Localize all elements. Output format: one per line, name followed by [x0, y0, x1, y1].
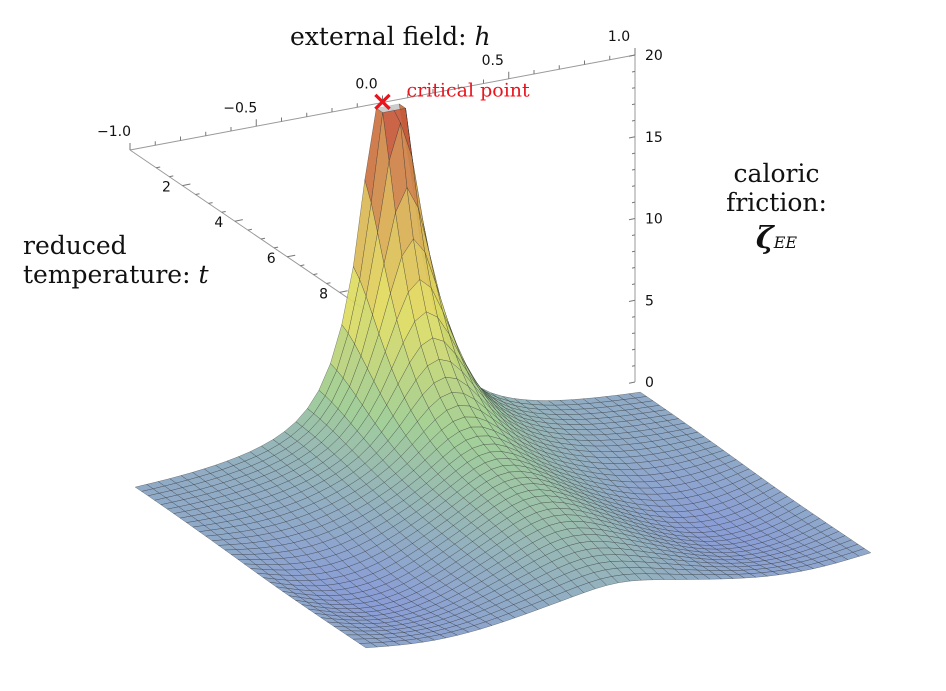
h-axis-label-text: external field: — [290, 22, 467, 51]
h-tick-label: 1.0 — [608, 29, 630, 45]
t-tick-minor — [326, 282, 331, 284]
z-tick-minor — [631, 152, 636, 155]
z-tick-minor — [631, 250, 636, 253]
z-tick-minor — [631, 70, 636, 73]
t-tick-label: 6 — [267, 251, 276, 267]
h-tick-label: −1.0 — [97, 124, 131, 140]
h-tick-label: 0.0 — [355, 77, 377, 93]
z-axis-label: caloric friction: ζEE — [684, 159, 869, 256]
t-tick-minor — [247, 228, 252, 231]
t-axis-label: reduced temperature: t — [23, 231, 209, 290]
t-tick-label: 2 — [162, 180, 171, 196]
z-axis-label-line1: caloric friction: — [726, 159, 827, 217]
h-axis-label: external field: h — [290, 22, 491, 52]
z-tick-major — [628, 54, 636, 57]
h-tick-label: −0.5 — [223, 100, 257, 116]
t-tick-minor — [208, 202, 213, 204]
t-axis-symbol: t — [198, 259, 209, 289]
t-tick-major — [339, 290, 348, 293]
z-tick-minor — [631, 119, 636, 122]
z-tick-minor — [631, 185, 636, 187]
z-tick-major — [628, 381, 636, 384]
t-tick-label: 8 — [319, 286, 328, 302]
z-tick-minor — [631, 365, 636, 367]
z-tick-minor — [631, 168, 636, 171]
z-tick-major — [628, 218, 636, 221]
h-tick-label: 0.5 — [482, 53, 504, 69]
z-tick-label: 0 — [645, 375, 654, 391]
z-tick-label: 5 — [645, 293, 654, 309]
z-tick-minor — [631, 267, 636, 269]
axes-box: −1.0 −0.5 0.0 0.5 1.0 2 4 6 8 0 5 10 15 20 — [97, 29, 663, 391]
t-axis-label-line1: reduced — [23, 231, 127, 260]
z-tick-minor — [631, 332, 636, 335]
t-axis-label-line2: temperature: — [23, 259, 191, 289]
t-tick-minor — [156, 166, 161, 169]
z-tick-minor — [631, 234, 636, 236]
z-tick-label: 20 — [645, 48, 663, 64]
t-tick-minor — [260, 237, 266, 240]
z-tick-label: 15 — [645, 130, 663, 146]
t-tick-major — [182, 183, 191, 187]
surface-mesh — [134, 103, 872, 649]
t-tick-minor — [169, 175, 174, 178]
critical-point-annotation: × critical point — [371, 80, 530, 118]
surface-cell — [611, 574, 631, 584]
t-tick-label: 4 — [214, 215, 223, 231]
z-tick-minor — [631, 283, 636, 285]
z-tick-minor — [631, 348, 636, 351]
critical-point-marker: × — [371, 85, 394, 118]
critical-point-label: critical point — [407, 80, 531, 102]
z-tick-major — [628, 299, 636, 302]
t-tick-minor — [313, 273, 318, 276]
z-axis-subscript: EE — [773, 232, 798, 252]
z-axis-symbol: ζ — [755, 220, 774, 256]
z-tick-minor — [631, 103, 636, 106]
t-tick-major — [234, 219, 243, 222]
t-tick-minor — [274, 246, 279, 249]
z-tick-minor — [631, 201, 636, 204]
t-tick-minor — [195, 193, 200, 195]
t-tick-major — [287, 254, 296, 258]
z-tick-minor — [631, 316, 636, 318]
z-tick-label: 10 — [645, 212, 663, 228]
z-tick-minor — [631, 87, 636, 89]
z-tick-major — [628, 136, 636, 139]
t-tick-minor — [300, 264, 305, 267]
t-tick-minor — [221, 211, 226, 213]
h-axis-symbol: h — [474, 22, 491, 51]
